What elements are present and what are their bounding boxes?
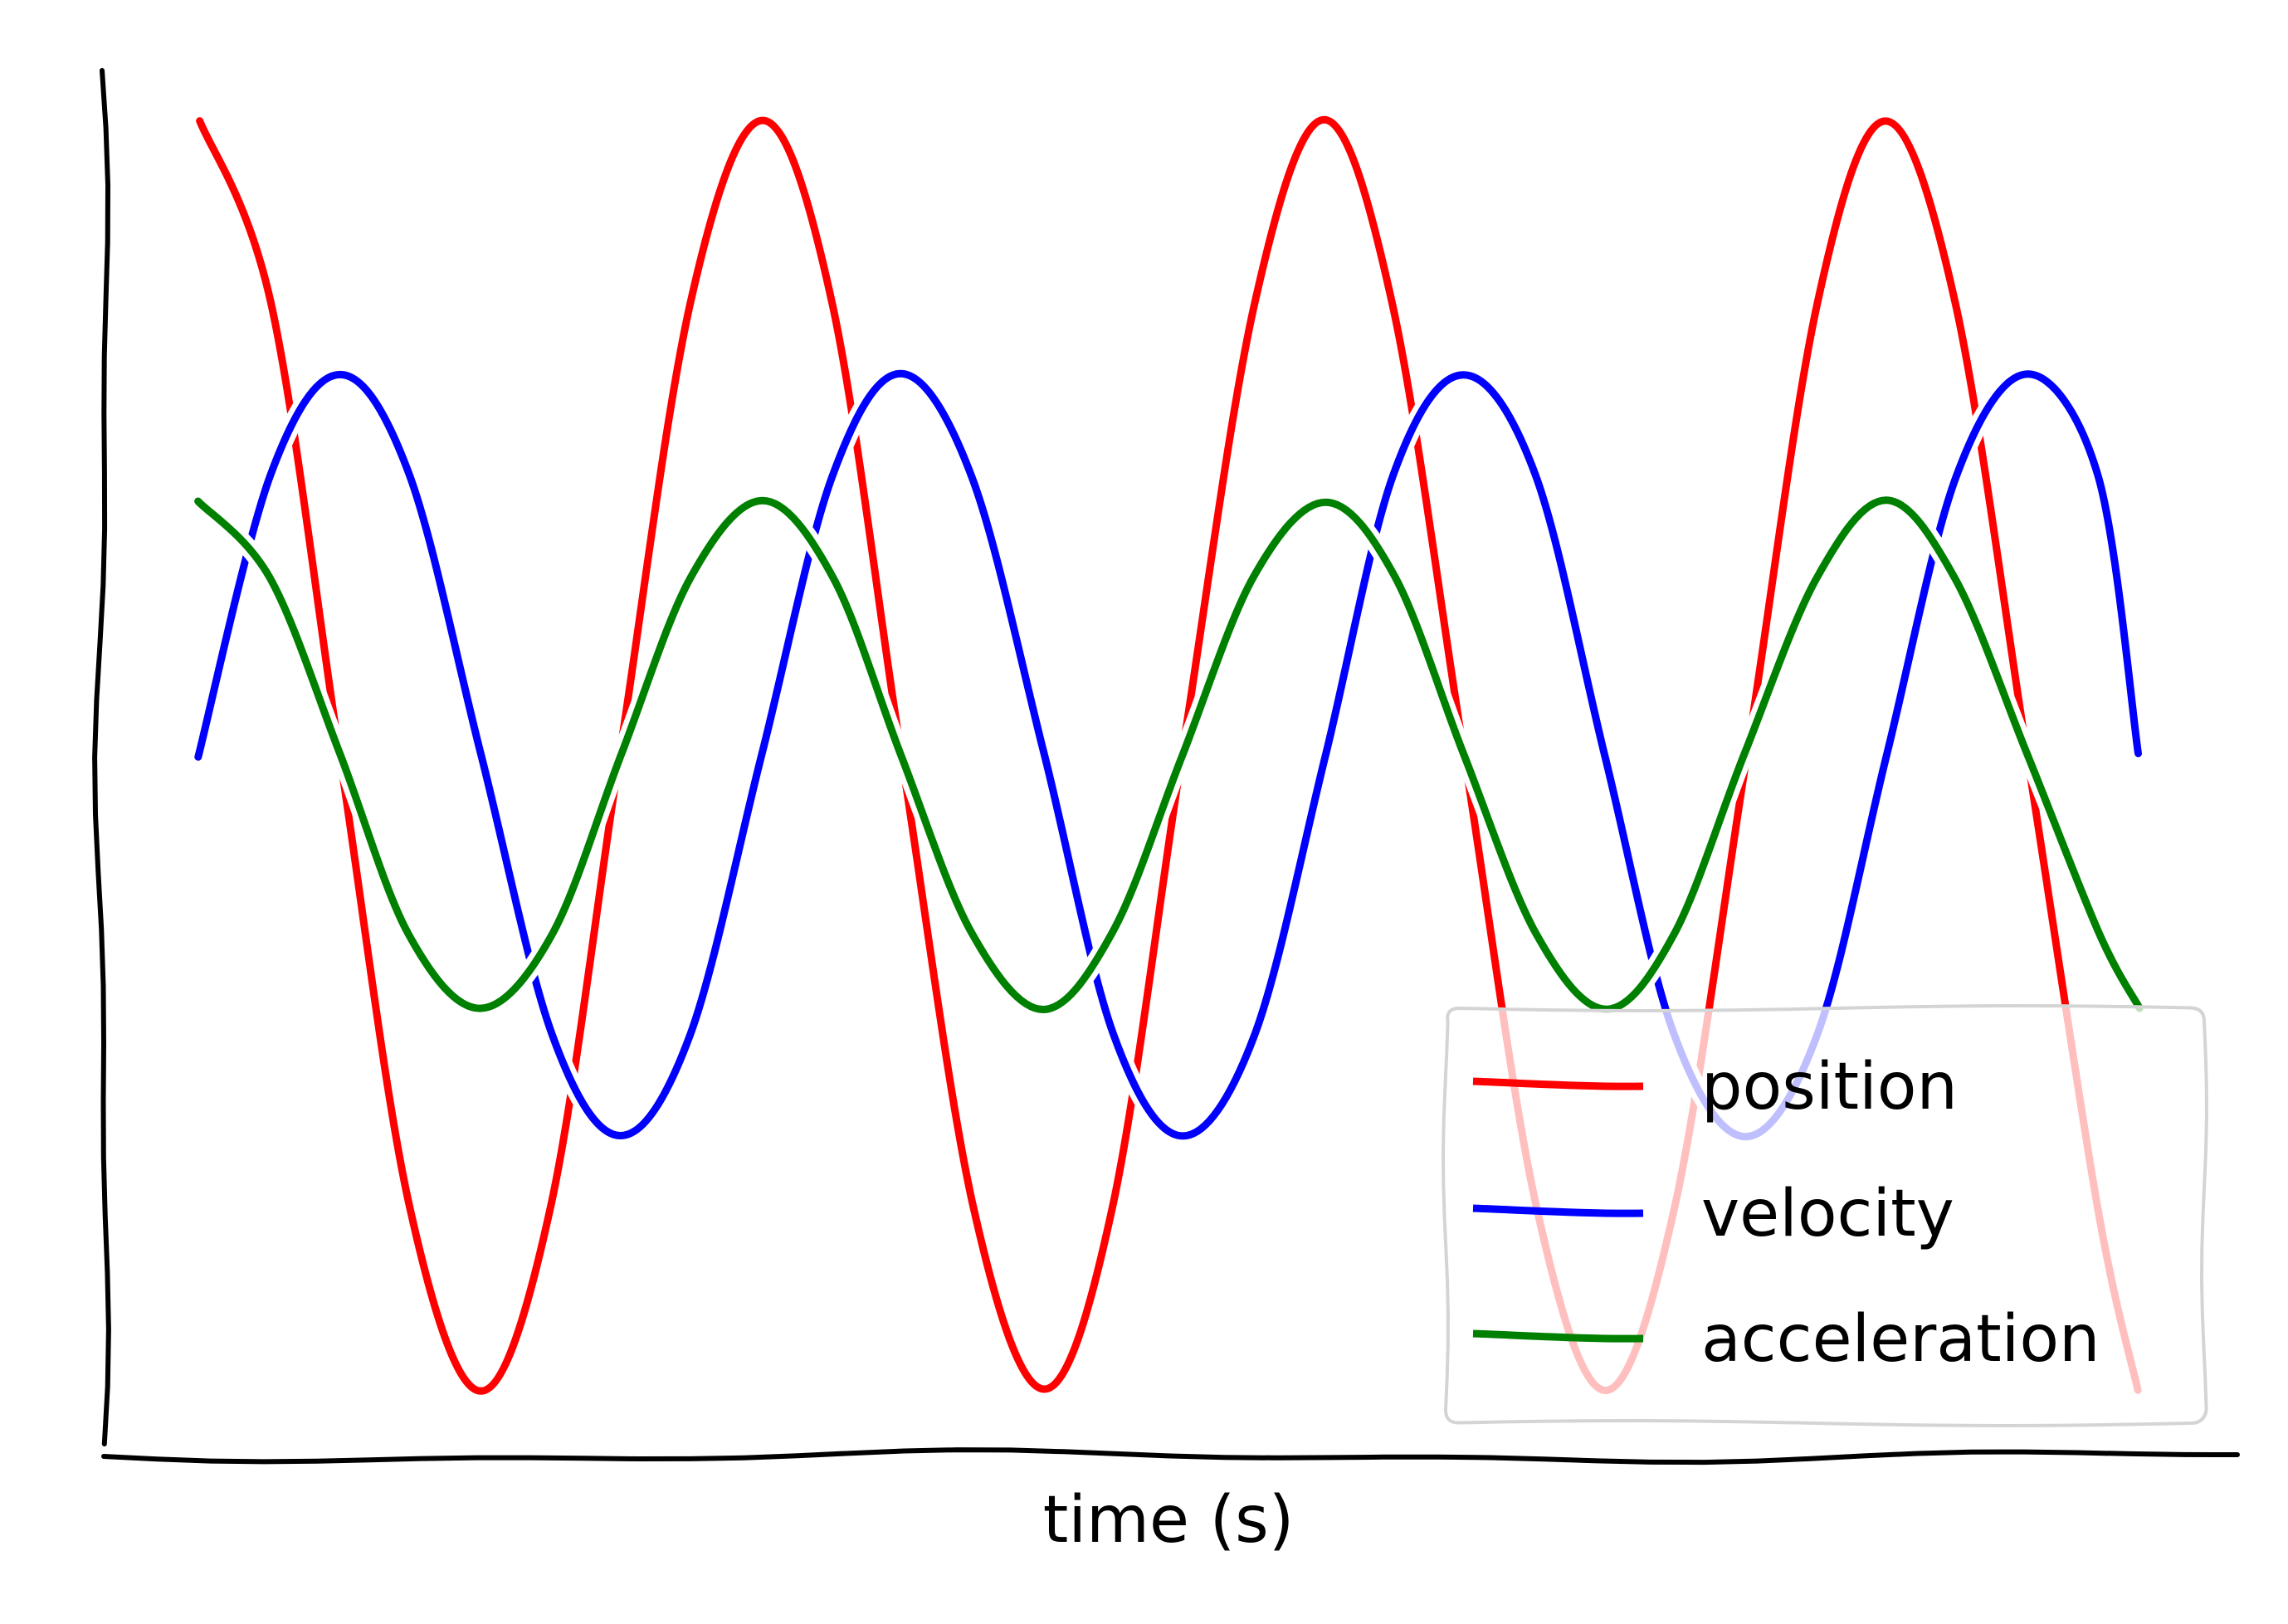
legend-swatch-velocity bbox=[1472, 1204, 1644, 1217]
data-point-position bbox=[1393, 304, 1395, 305]
data-point-velocity bbox=[1464, 373, 1466, 375]
data-point-acceleration bbox=[1815, 577, 1817, 578]
data-point-acceleration bbox=[1534, 932, 1536, 934]
legend-label-velocity: velocity bbox=[1701, 1177, 1954, 1251]
data-point-position bbox=[1042, 1389, 1044, 1391]
data-point-acceleration bbox=[269, 577, 271, 578]
data-point-position bbox=[269, 304, 271, 305]
legend-swatch-acceleration bbox=[1472, 1329, 1644, 1343]
legend-box bbox=[1441, 1003, 2208, 1428]
data-point-velocity bbox=[761, 754, 763, 756]
legend-swatch-position bbox=[1472, 1077, 1644, 1090]
data-point-velocity bbox=[1393, 475, 1395, 476]
data-point-position bbox=[690, 304, 692, 305]
data-point-acceleration bbox=[1464, 754, 1466, 756]
series-line-velocity bbox=[194, 369, 2142, 1141]
data-point-velocity bbox=[1956, 475, 1958, 476]
data-point-velocity bbox=[1886, 754, 1887, 756]
data-point-acceleration bbox=[1112, 932, 1114, 934]
axes-layer: time (s) bbox=[92, 68, 2240, 1558]
data-point-velocity bbox=[198, 754, 200, 756]
data-point-acceleration bbox=[409, 932, 411, 934]
data-point-acceleration bbox=[480, 1008, 481, 1010]
data-point-velocity bbox=[1323, 754, 1325, 756]
data-point-acceleration bbox=[339, 754, 340, 756]
series-layer bbox=[188, 110, 2149, 1401]
data-point-position bbox=[480, 1389, 481, 1391]
data-point-position bbox=[1112, 1205, 1114, 1207]
data-point-acceleration bbox=[1886, 500, 1887, 502]
data-point-velocity bbox=[1534, 475, 1536, 476]
x-axis-label: time (s) bbox=[1043, 1483, 1295, 1558]
data-point-position bbox=[831, 304, 832, 305]
data-point-velocity bbox=[1042, 754, 1044, 756]
data-point-velocity bbox=[620, 1135, 622, 1137]
y-axis-line bbox=[92, 68, 111, 1446]
data-point-acceleration bbox=[198, 500, 200, 502]
data-point-acceleration bbox=[1675, 932, 1676, 934]
data-point-velocity bbox=[339, 373, 340, 375]
data-point-velocity bbox=[2027, 373, 2028, 375]
data-point-position bbox=[1323, 119, 1325, 121]
data-point-acceleration bbox=[1393, 577, 1395, 578]
data-point-acceleration bbox=[1323, 500, 1325, 502]
data-point-velocity bbox=[409, 475, 411, 476]
data-point-acceleration bbox=[550, 932, 552, 934]
data-point-acceleration bbox=[972, 932, 973, 934]
data-point-position bbox=[198, 119, 200, 121]
data-point-velocity bbox=[972, 475, 973, 476]
data-point-position bbox=[409, 1205, 411, 1207]
data-point-acceleration bbox=[1745, 754, 1747, 756]
series-line-acceleration bbox=[194, 496, 2144, 1014]
legend-items: position velocity acceleration bbox=[1472, 1050, 2100, 1377]
legend: position velocity acceleration bbox=[1441, 1003, 2208, 1428]
data-point-acceleration bbox=[1253, 577, 1255, 578]
data-point-acceleration bbox=[1956, 577, 1958, 578]
data-point-acceleration bbox=[901, 754, 903, 756]
data-point-acceleration bbox=[831, 577, 832, 578]
data-point-velocity bbox=[480, 754, 481, 756]
data-point-position bbox=[1253, 304, 1255, 305]
legend-label-position: position bbox=[1701, 1050, 1958, 1124]
data-point-velocity bbox=[1112, 1034, 1114, 1036]
data-point-acceleration bbox=[1042, 1008, 1044, 1010]
data-point-velocity bbox=[1604, 754, 1606, 756]
data-point-velocity bbox=[269, 475, 271, 476]
data-point-acceleration bbox=[2027, 754, 2028, 756]
data-point-position bbox=[1886, 119, 1887, 121]
data-point-position bbox=[1815, 304, 1817, 305]
data-point-position bbox=[972, 1205, 973, 1207]
data-point-velocity bbox=[550, 1034, 552, 1036]
data-point-position bbox=[1956, 304, 1958, 305]
data-point-acceleration bbox=[761, 500, 763, 502]
x-axis-line bbox=[101, 1447, 2240, 1466]
data-point-position bbox=[550, 1205, 552, 1207]
data-point-velocity bbox=[2139, 754, 2140, 756]
data-point-velocity bbox=[1253, 1034, 1255, 1036]
data-point-acceleration bbox=[690, 577, 692, 578]
data-point-acceleration bbox=[620, 754, 622, 756]
data-point-position bbox=[761, 119, 763, 121]
data-point-velocity bbox=[2096, 475, 2098, 476]
data-point-acceleration bbox=[1183, 754, 1184, 756]
data-point-velocity bbox=[831, 475, 832, 476]
data-point-velocity bbox=[901, 373, 903, 375]
data-point-velocity bbox=[1183, 1135, 1184, 1137]
legend-label-acceleration: acceleration bbox=[1701, 1302, 2100, 1377]
data-point-acceleration bbox=[2096, 932, 2098, 934]
data-point-velocity bbox=[690, 1034, 692, 1036]
